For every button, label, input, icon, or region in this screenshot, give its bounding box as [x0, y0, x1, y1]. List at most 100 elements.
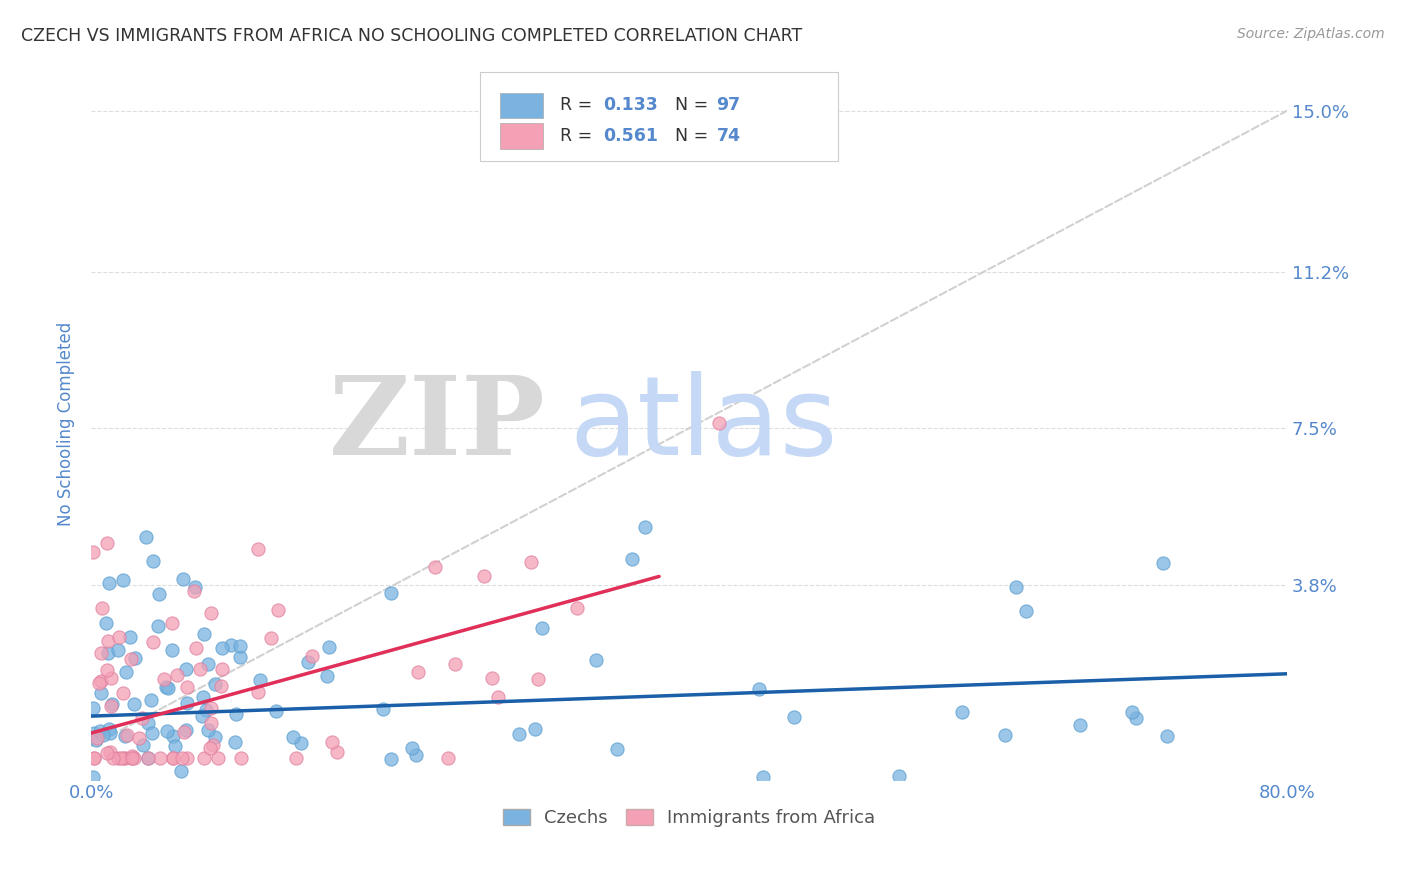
Point: [527, 672, 550, 686]
Point: [444, 657, 467, 672]
Point: [97, 634, 120, 648]
Point: [481, 671, 503, 685]
Point: [405, 747, 427, 762]
Point: [114, 729, 136, 743]
Point: [277, 789, 299, 804]
Point: [132, 738, 155, 752]
Point: [136, 715, 159, 730]
Point: [135, 530, 157, 544]
Point: [229, 639, 252, 653]
Point: [155, 680, 177, 694]
Point: [149, 751, 172, 765]
Point: [782, 710, 804, 724]
Point: [207, 751, 229, 765]
Point: [153, 672, 176, 686]
Point: [141, 692, 163, 706]
Point: [96, 536, 118, 550]
Point: [165, 739, 187, 753]
Point: [221, 638, 243, 652]
Point: [380, 752, 402, 766]
Point: [124, 651, 146, 665]
Y-axis label: No Schooling Completed: No Schooling Completed: [58, 322, 75, 526]
Text: Source: ZipAtlas.com: Source: ZipAtlas.com: [1237, 27, 1385, 41]
Point: [84, 732, 107, 747]
Point: [121, 748, 143, 763]
Point: [96, 746, 118, 760]
Point: [260, 631, 283, 645]
Point: [115, 728, 138, 742]
Point: [100, 698, 122, 712]
Point: [94, 616, 117, 631]
Point: [209, 680, 232, 694]
Point: [621, 552, 644, 566]
Point: [371, 702, 394, 716]
Point: [520, 555, 543, 569]
Point: [98, 726, 121, 740]
Point: [401, 741, 423, 756]
Point: [121, 751, 143, 765]
Point: [1156, 729, 1178, 743]
Point: [246, 542, 269, 557]
FancyBboxPatch shape: [501, 123, 543, 149]
Point: [326, 746, 349, 760]
Point: [110, 751, 132, 765]
Point: [143, 781, 166, 796]
Point: [91, 727, 114, 741]
Point: [190, 662, 212, 676]
Point: [174, 723, 197, 738]
Point: [184, 640, 207, 655]
Point: [120, 652, 142, 666]
Point: [162, 751, 184, 765]
Point: [176, 680, 198, 694]
Point: [170, 764, 193, 778]
Point: [100, 671, 122, 685]
Point: [181, 787, 204, 801]
Point: [249, 673, 271, 687]
Point: [173, 725, 195, 739]
Text: 97: 97: [717, 96, 741, 114]
Point: [82, 545, 104, 559]
Point: [86, 731, 108, 746]
Point: [118, 630, 141, 644]
Point: [321, 735, 343, 749]
Point: [423, 560, 446, 574]
Point: [83, 725, 105, 739]
Point: [136, 751, 159, 765]
Point: [107, 643, 129, 657]
Point: [141, 789, 163, 804]
Text: atlas: atlas: [569, 370, 838, 477]
Point: [162, 751, 184, 765]
Point: [193, 751, 215, 765]
Point: [90, 674, 112, 689]
Point: [950, 706, 973, 720]
Point: [297, 655, 319, 669]
Point: [1005, 580, 1028, 594]
Point: [184, 580, 207, 594]
Point: [89, 676, 111, 690]
Point: [748, 681, 770, 696]
Point: [90, 646, 112, 660]
Point: [200, 607, 222, 621]
Point: [707, 416, 730, 430]
Point: [82, 701, 104, 715]
Point: [224, 735, 246, 749]
Point: [316, 669, 339, 683]
Point: [83, 751, 105, 765]
Point: [887, 769, 910, 783]
Point: [1015, 604, 1038, 618]
Point: [103, 783, 125, 797]
Point: [193, 690, 215, 704]
Point: [89, 723, 111, 738]
Point: [122, 751, 145, 765]
Point: [1125, 711, 1147, 725]
Point: [142, 554, 165, 568]
Point: [606, 742, 628, 756]
Legend: Czechs, Immigrants from Africa: Czechs, Immigrants from Africa: [495, 802, 883, 835]
Point: [97, 789, 120, 804]
Point: [148, 587, 170, 601]
Point: [156, 681, 179, 695]
Point: [506, 789, 529, 804]
Point: [100, 698, 122, 713]
Point: [229, 650, 252, 665]
Text: CZECH VS IMMIGRANTS FROM AFRICA NO SCHOOLING COMPLETED CORRELATION CHART: CZECH VS IMMIGRANTS FROM AFRICA NO SCHOO…: [21, 27, 803, 45]
